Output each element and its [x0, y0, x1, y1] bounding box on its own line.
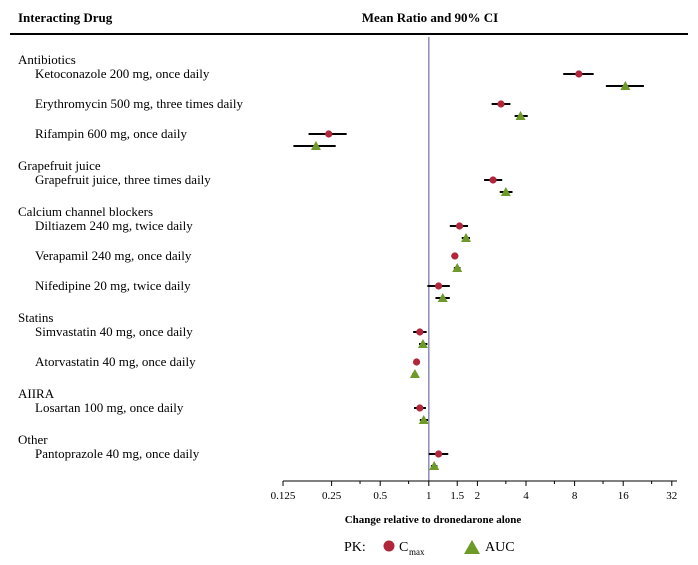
- cmax-point: [416, 328, 424, 336]
- auc-point: [515, 111, 526, 120]
- auc-point: [310, 141, 321, 150]
- auc-point: [500, 187, 511, 196]
- cmax-point: [451, 252, 459, 260]
- x-tick-label: 16: [618, 490, 630, 502]
- drug-label: Ketoconazole 200 mg, once daily: [35, 66, 210, 81]
- group-label: Grapefruit juice: [18, 158, 101, 173]
- legend-cmax-label: C: [399, 540, 408, 555]
- header-mean-ratio: Mean Ratio and 90% CI: [362, 10, 499, 25]
- header-interacting-drug: Interacting Drug: [18, 10, 113, 25]
- drug-label: Simvastatin 40 mg, once daily: [35, 324, 193, 339]
- group-label: Calcium channel blockers: [18, 204, 153, 219]
- plot-area: 0.125 0.25 0.5 1 1.5 2 4 8 16 32 AntibioticsKetoco…: [18, 37, 677, 502]
- group-label: AIIRA: [18, 386, 55, 401]
- group-label: Antibiotics: [18, 52, 76, 67]
- drug-label: Pantoprazole 40 mg, once daily: [35, 446, 200, 461]
- auc-point: [437, 293, 448, 302]
- drug-label: Verapamil 240 mg, once daily: [35, 248, 192, 263]
- x-tick-label: 0.5: [373, 490, 387, 502]
- cmax-point: [489, 176, 497, 184]
- auc-point: [461, 233, 472, 242]
- cmax-point: [325, 130, 333, 138]
- drug-label: Atorvastatin 40 mg, once daily: [35, 354, 196, 369]
- group-label: Statins: [18, 310, 53, 325]
- auc-point: [452, 263, 463, 272]
- cmax-point: [575, 70, 583, 78]
- drug-label: Diltiazem 240 mg, twice daily: [35, 218, 193, 233]
- x-tick-label: 8: [572, 490, 578, 502]
- group-label: Other: [18, 432, 48, 447]
- x-tick-label: 2: [475, 490, 481, 502]
- legend-auc-marker: [464, 540, 480, 554]
- x-tick-label: 0.25: [322, 490, 342, 502]
- x-axis-label: Change relative to dronedarone alone: [345, 514, 522, 526]
- cmax-point: [412, 358, 421, 366]
- legend-cmax-subscript: max: [409, 547, 425, 557]
- x-tick-label: 32: [666, 490, 677, 502]
- drug-label: Losartan 100 mg, once daily: [35, 400, 184, 415]
- x-tick-label: 4: [523, 490, 529, 502]
- auc-point: [409, 369, 420, 378]
- x-tick-label: 1.5: [450, 490, 464, 502]
- drug-label: Nifedipine 20 mg, twice daily: [35, 278, 191, 293]
- drug-label: Rifampin 600 mg, once daily: [35, 126, 188, 141]
- legend-cmax-marker: [383, 540, 395, 552]
- legend-auc-label: AUC: [485, 540, 515, 555]
- auc-point: [418, 415, 429, 424]
- cmax-point: [455, 222, 464, 230]
- cmax-point: [434, 450, 443, 458]
- x-tick-label: 0.125: [271, 490, 296, 502]
- drug-label: Grapefruit juice, three times daily: [35, 172, 211, 187]
- cmax-point: [497, 100, 505, 108]
- drug-label: Erythromycin 500 mg, three times daily: [35, 96, 243, 111]
- legend-prefix: PK:: [344, 540, 366, 555]
- x-tick-label: 1: [426, 490, 432, 502]
- auc-point: [620, 81, 631, 90]
- cmax-point: [434, 282, 443, 290]
- cmax-point: [416, 404, 424, 412]
- auc-point: [417, 339, 428, 348]
- auc-point: [429, 461, 440, 470]
